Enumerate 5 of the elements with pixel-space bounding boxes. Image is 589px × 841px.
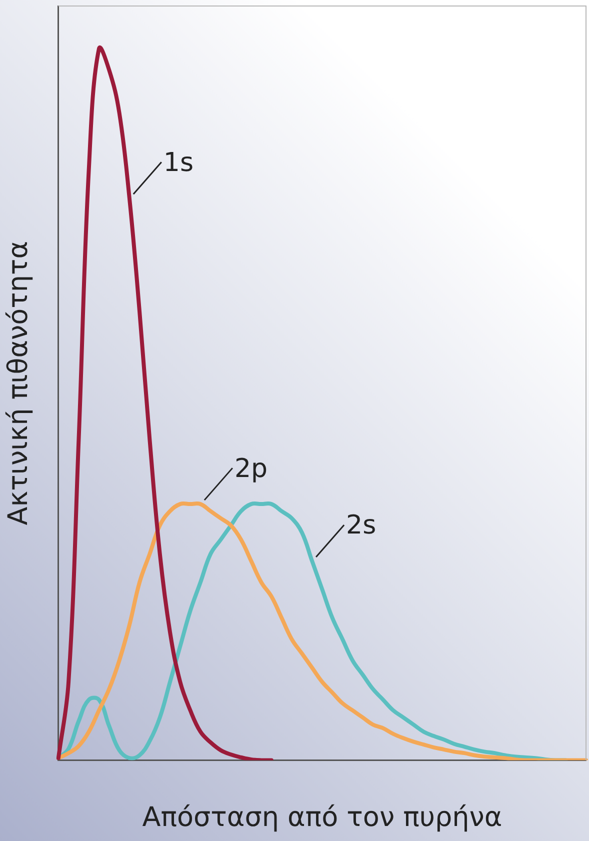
- x-axis-title: Απόσταση από τον πυρήνα: [142, 802, 502, 833]
- series-label: 2s: [346, 510, 376, 541]
- y-axis-title: Ακτινική πιθανότητα: [3, 240, 34, 526]
- series-label: 2p: [234, 454, 268, 484]
- series-label: 1s: [163, 148, 194, 178]
